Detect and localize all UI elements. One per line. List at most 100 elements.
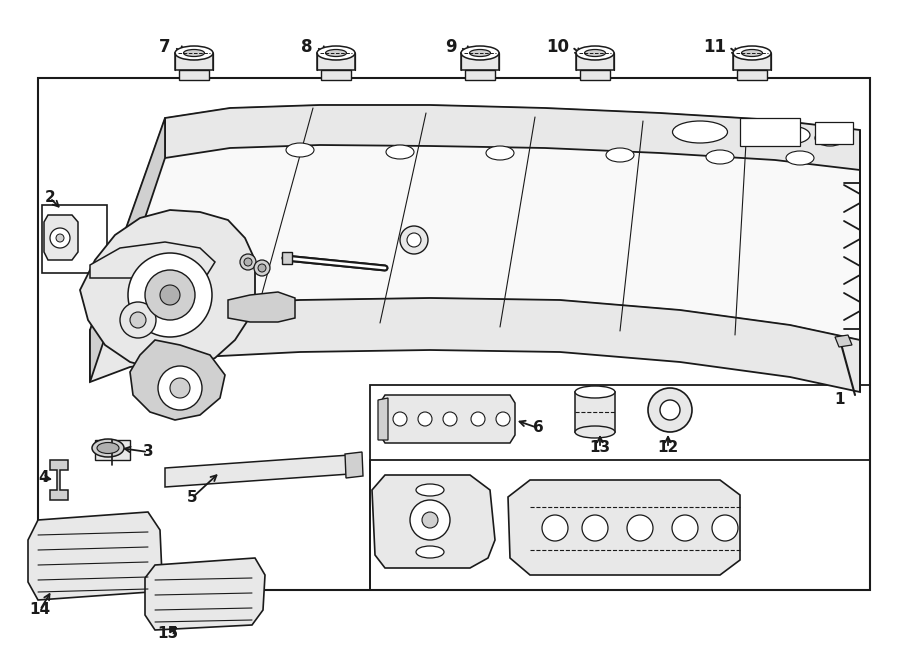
- Ellipse shape: [575, 426, 615, 438]
- Ellipse shape: [175, 46, 213, 60]
- Circle shape: [582, 515, 608, 541]
- Polygon shape: [282, 252, 292, 264]
- Circle shape: [128, 253, 212, 337]
- Circle shape: [258, 264, 266, 272]
- Circle shape: [244, 258, 252, 266]
- Ellipse shape: [97, 442, 119, 453]
- Circle shape: [660, 400, 680, 420]
- Ellipse shape: [575, 386, 615, 398]
- Circle shape: [254, 260, 270, 276]
- Circle shape: [410, 500, 450, 540]
- Circle shape: [712, 515, 738, 541]
- Polygon shape: [90, 118, 165, 382]
- Polygon shape: [380, 395, 515, 443]
- Ellipse shape: [742, 50, 762, 56]
- Polygon shape: [130, 340, 225, 420]
- Polygon shape: [179, 70, 209, 80]
- Text: 9: 9: [446, 38, 457, 56]
- Circle shape: [393, 412, 407, 426]
- Polygon shape: [228, 292, 295, 322]
- Circle shape: [542, 515, 568, 541]
- Text: 3: 3: [143, 444, 153, 459]
- Ellipse shape: [317, 46, 355, 60]
- Ellipse shape: [733, 46, 771, 60]
- Circle shape: [158, 366, 202, 410]
- Polygon shape: [737, 70, 767, 80]
- Polygon shape: [580, 70, 610, 80]
- Circle shape: [627, 515, 653, 541]
- Circle shape: [240, 254, 256, 270]
- Text: 11: 11: [704, 38, 726, 56]
- Ellipse shape: [672, 121, 727, 143]
- Polygon shape: [80, 210, 255, 370]
- Ellipse shape: [486, 146, 514, 160]
- Polygon shape: [50, 460, 68, 500]
- Text: 8: 8: [302, 38, 313, 56]
- Polygon shape: [165, 105, 860, 170]
- Ellipse shape: [386, 145, 414, 159]
- Bar: [815, 122, 853, 144]
- Ellipse shape: [92, 439, 124, 457]
- Ellipse shape: [416, 484, 444, 496]
- Text: 5: 5: [186, 490, 197, 506]
- Polygon shape: [90, 242, 215, 278]
- Polygon shape: [378, 398, 388, 440]
- Ellipse shape: [286, 143, 314, 157]
- Text: 2: 2: [45, 190, 56, 206]
- Circle shape: [496, 412, 510, 426]
- Polygon shape: [175, 53, 213, 70]
- Polygon shape: [575, 392, 615, 432]
- Circle shape: [648, 388, 692, 432]
- Circle shape: [443, 412, 457, 426]
- Text: 12: 12: [657, 440, 679, 455]
- Text: 14: 14: [30, 602, 50, 617]
- Bar: [38, 78, 870, 590]
- Circle shape: [400, 226, 428, 254]
- Circle shape: [56, 234, 64, 242]
- Circle shape: [422, 512, 438, 528]
- Text: 13: 13: [590, 440, 610, 455]
- Polygon shape: [95, 440, 130, 460]
- Bar: [42, 205, 107, 273]
- Polygon shape: [576, 53, 614, 70]
- Circle shape: [418, 412, 432, 426]
- Text: 6: 6: [533, 420, 544, 436]
- Text: 10: 10: [546, 38, 570, 56]
- Ellipse shape: [184, 50, 204, 56]
- Ellipse shape: [786, 151, 814, 165]
- Text: 4: 4: [39, 471, 50, 485]
- Text: 7: 7: [159, 38, 171, 56]
- Bar: [370, 385, 870, 590]
- Ellipse shape: [461, 46, 499, 60]
- Polygon shape: [145, 558, 265, 630]
- Ellipse shape: [706, 150, 734, 164]
- Ellipse shape: [470, 50, 490, 56]
- Ellipse shape: [326, 50, 346, 56]
- Text: 15: 15: [158, 627, 178, 641]
- Ellipse shape: [416, 546, 444, 558]
- Polygon shape: [835, 335, 852, 347]
- Ellipse shape: [585, 50, 606, 56]
- Polygon shape: [461, 53, 499, 70]
- Circle shape: [145, 270, 195, 320]
- Polygon shape: [90, 105, 860, 340]
- Circle shape: [130, 312, 146, 328]
- Circle shape: [170, 378, 190, 398]
- Text: 1: 1: [835, 393, 845, 407]
- Polygon shape: [317, 53, 355, 70]
- Ellipse shape: [606, 148, 634, 162]
- Polygon shape: [733, 53, 771, 70]
- Polygon shape: [90, 298, 860, 392]
- Polygon shape: [44, 215, 78, 260]
- Polygon shape: [165, 455, 350, 487]
- Circle shape: [407, 233, 421, 247]
- Circle shape: [120, 302, 156, 338]
- Ellipse shape: [770, 126, 810, 144]
- Polygon shape: [372, 475, 495, 568]
- Bar: [740, 118, 800, 146]
- Ellipse shape: [815, 130, 845, 146]
- Bar: [370, 460, 870, 590]
- Circle shape: [50, 228, 70, 248]
- Polygon shape: [508, 480, 740, 575]
- Polygon shape: [465, 70, 495, 80]
